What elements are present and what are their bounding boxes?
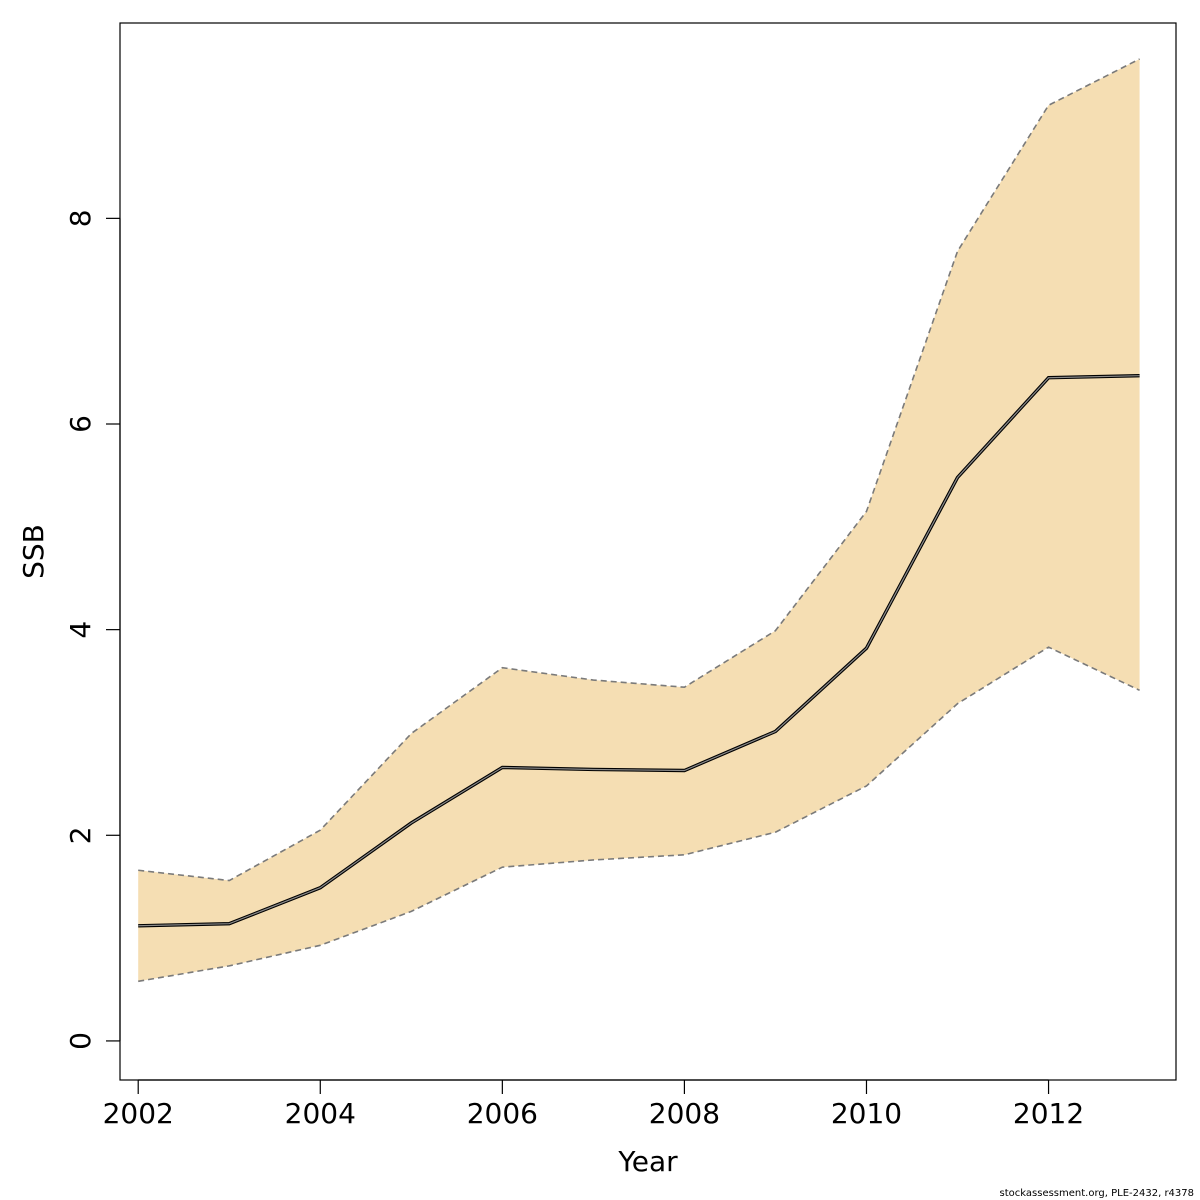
- y-tick-label: 2: [64, 826, 97, 844]
- x-tick-label: 2012: [1013, 1097, 1084, 1130]
- y-tick-label: 6: [64, 415, 97, 433]
- estimate-line: [138, 375, 1140, 927]
- x-tick-label: 2010: [831, 1097, 902, 1130]
- lower-bound-line: [138, 646, 1140, 983]
- confidence-band-layer: [138, 58, 1140, 983]
- x-tick-label: 2004: [285, 1097, 356, 1130]
- y-tick-label: 4: [64, 621, 97, 639]
- estimate-line-layer: [138, 373, 1140, 928]
- x-tick-label: 2002: [103, 1097, 174, 1130]
- x-tick-label: 2008: [649, 1097, 720, 1130]
- footer-note: stockassessment.org, PLE-2432, r4378: [1000, 1188, 1194, 1199]
- y-tick-label: 0: [64, 1032, 97, 1050]
- confidence-band: [138, 58, 1140, 982]
- y-axis-label: SSB: [17, 524, 50, 579]
- y-tick-label: 8: [64, 209, 97, 227]
- y-axis: 0 2 4 6 8: [64, 209, 121, 1050]
- x-axis-label: Year: [617, 1145, 678, 1178]
- x-tick-label: 2006: [467, 1097, 538, 1130]
- x-axis: 2002 2004 2006 2008 2010 2012: [103, 1079, 1084, 1130]
- upper-bound-line: [138, 58, 1140, 882]
